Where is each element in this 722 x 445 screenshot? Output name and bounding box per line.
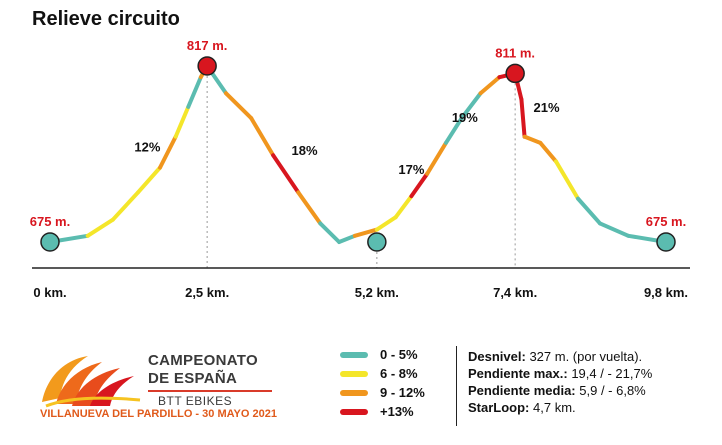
- elevation-marker: [40, 232, 60, 252]
- grade-label: 17%: [398, 162, 424, 177]
- elevation-label: 811 m.: [495, 45, 535, 60]
- grade-label: 18%: [292, 143, 318, 158]
- profile-segment: [224, 91, 254, 121]
- legend-stats-divider: [456, 346, 457, 426]
- stat-label: Pendiente max.:: [468, 366, 568, 381]
- logo-divider: [148, 390, 272, 392]
- grade-legend: 0 - 5% 6 - 8% 9 - 12% +13%: [340, 345, 450, 435]
- legend-label: 9 - 12%: [380, 385, 425, 400]
- legend-item: 9 - 12%: [340, 383, 450, 402]
- x-tick-labels: 0 km. 2,5 km. 5,2 km. 7,4 km. 9,8 km.: [33, 285, 688, 300]
- profile-segment: [337, 233, 357, 244]
- elevation-marker: [656, 232, 676, 252]
- profile-segment: [186, 75, 203, 109]
- profile-segment: [444, 116, 464, 145]
- legend-swatch: [340, 351, 368, 358]
- elevation-label: 675 m.: [30, 214, 70, 229]
- x-tick-label: 0 km.: [33, 285, 66, 300]
- peak-guides: [206, 66, 516, 268]
- logo-line-4: VILLANUEVA DEL PARDILLO - 30 MAYO 2021: [40, 408, 277, 420]
- profile-segment: [425, 140, 448, 176]
- stat-desnivel: Desnivel: 327 m. (por vuelta).: [468, 348, 718, 365]
- grade-label: 21%: [534, 100, 560, 115]
- elevation-marker: [367, 232, 387, 252]
- stat-label: Desnivel:: [468, 349, 526, 364]
- grade-label: 19%: [452, 110, 478, 125]
- stat-label: StarLoop:: [468, 400, 530, 415]
- elevation-labels: 675 m. 817 m. 811 m. 675 m.: [30, 38, 686, 229]
- elevation-marker: [505, 63, 525, 84]
- logo-line-2: DE ESPAÑA: [148, 370, 238, 387]
- chart-title: Relieve circuito: [32, 8, 180, 30]
- legend-label: 0 - 5%: [380, 347, 418, 362]
- profile-segment: [522, 134, 543, 145]
- x-tick-label: 9,8 km.: [644, 285, 688, 300]
- profile-segment: [554, 159, 580, 201]
- profile-segment: [296, 190, 323, 226]
- profile-segment: [459, 91, 483, 121]
- profile-segment: [374, 215, 398, 232]
- stat-value: 4,7 km.: [533, 400, 576, 415]
- x-tick-label: 5,2 km.: [355, 285, 399, 300]
- stat-value: 5,9 / - 6,8%: [579, 383, 646, 398]
- logo-line-1: CAMPEONATO: [148, 352, 258, 369]
- profile-segment: [519, 97, 527, 139]
- profile-segment: [318, 221, 342, 244]
- profile-segment: [110, 190, 140, 222]
- profile-segment: [352, 227, 379, 238]
- stat-value: 19,4 / - 21,7%: [571, 366, 653, 381]
- profile-segment: [393, 194, 414, 220]
- stat-starloop: StarLoop: 4,7 km.: [468, 399, 718, 416]
- elevation-markers: [40, 56, 676, 252]
- profile-segment: [158, 134, 178, 170]
- profile-segment: [249, 116, 276, 158]
- legend-label: 6 - 8%: [380, 366, 418, 381]
- profile-segment: [173, 104, 191, 139]
- profile-segment: [598, 221, 631, 238]
- route-stats: Desnivel: 327 m. (por vuelta). Pendiente…: [468, 348, 718, 416]
- legend-swatch: [340, 389, 368, 396]
- legend-item: 0 - 5%: [340, 345, 450, 364]
- profile-segment: [85, 217, 115, 238]
- profile-segment: [538, 140, 558, 164]
- elevation-marker: [197, 56, 217, 76]
- stat-value: 327 m. (por vuelta).: [529, 349, 643, 364]
- profile-segment: [478, 75, 502, 96]
- profile-segment: [576, 196, 602, 226]
- legend-item: +13%: [340, 402, 450, 421]
- legend-swatch: [340, 408, 368, 415]
- x-tick-label: 7,4 km.: [493, 285, 537, 300]
- grade-labels: 12% 18% 17% 19% 21%: [134, 100, 560, 177]
- championship-logo: CAMPEONATO DE ESPAÑA BTT EBIKES VILLANUE…: [36, 348, 277, 428]
- profile-segment: [271, 153, 301, 195]
- legend-item: 6 - 8%: [340, 364, 450, 383]
- elevation-label: 675 m.: [646, 214, 686, 229]
- stat-label: Pendiente media:: [468, 383, 576, 398]
- profile-segment: [136, 165, 162, 195]
- logo-line-3: BTT EBIKES: [158, 394, 233, 408]
- x-tick-label: 2,5 km.: [185, 285, 229, 300]
- grade-label: 12%: [134, 140, 160, 155]
- stat-pendiente-media: Pendiente media: 5,9 / - 6,8%: [468, 382, 718, 399]
- elevation-label: 817 m.: [187, 38, 227, 53]
- legend-label: +13%: [380, 404, 414, 419]
- profile-segment: [409, 171, 430, 199]
- elevation-profile-chart: 675 m. 817 m. 811 m. 675 m. 12% 18% 17% 19% 21%…: [30, 38, 690, 300]
- stat-pendiente-max: Pendiente max.: 19,4 / - 21,7%: [468, 365, 718, 382]
- legend-swatch: [340, 370, 368, 377]
- flame-logo-icon: [42, 356, 141, 408]
